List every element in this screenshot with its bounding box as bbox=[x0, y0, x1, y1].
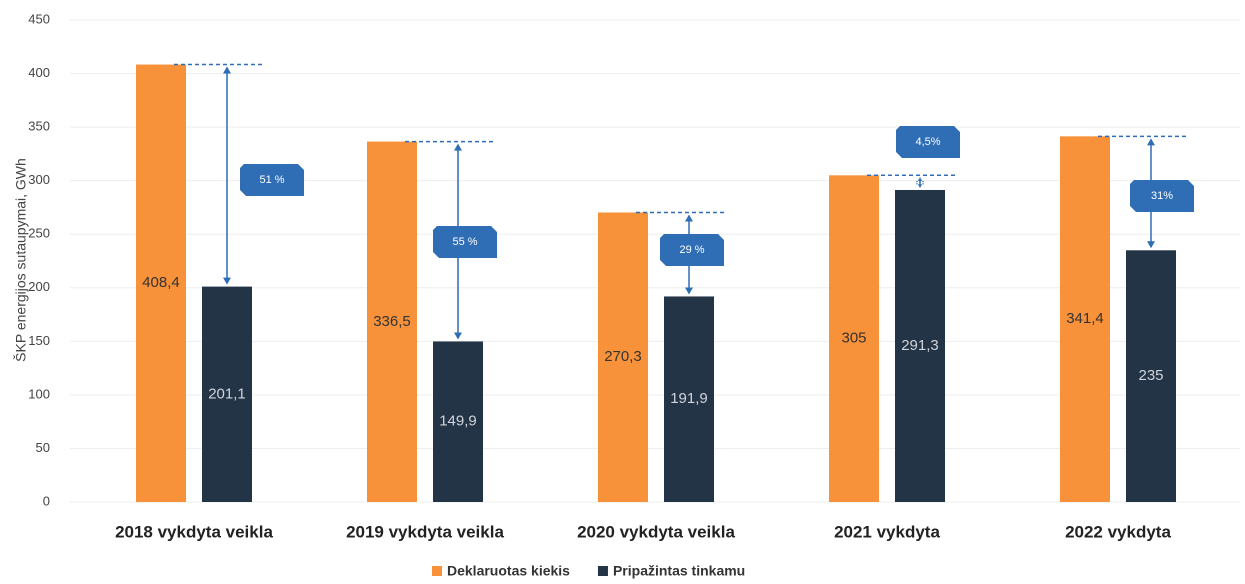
x-tick-label: 2018 vykdyta veikla bbox=[115, 522, 273, 541]
callout-box bbox=[240, 164, 304, 196]
y-tick-label: 50 bbox=[36, 440, 50, 455]
callout-box bbox=[896, 126, 960, 158]
value-label: 149,9 bbox=[439, 413, 477, 430]
bar bbox=[664, 296, 714, 502]
y-tick-label: 250 bbox=[28, 226, 50, 241]
callout-box bbox=[433, 226, 497, 258]
legend-label: Pripažintas tinkamu bbox=[613, 563, 745, 579]
bar bbox=[895, 189, 945, 502]
value-label: 408,4 bbox=[142, 274, 180, 291]
annotation: 55 % bbox=[452, 236, 477, 248]
legend-swatch bbox=[597, 566, 608, 576]
y-tick-label: 450 bbox=[28, 11, 50, 26]
bar bbox=[202, 286, 252, 502]
y-tick-label: 350 bbox=[28, 119, 50, 134]
annotation: 51 % bbox=[259, 174, 284, 186]
y-tick-label: 400 bbox=[28, 65, 50, 80]
value-label: 336,5 bbox=[373, 313, 411, 330]
y-tick-label: 200 bbox=[28, 279, 50, 294]
callout-box bbox=[1130, 180, 1194, 212]
value-label: 270,3 bbox=[604, 348, 642, 365]
value-label: 291,3 bbox=[901, 337, 939, 354]
value-label: 341,4 bbox=[1066, 310, 1104, 327]
bar bbox=[1126, 250, 1176, 502]
bar bbox=[829, 175, 879, 503]
value-label: 305 bbox=[841, 330, 866, 347]
bar bbox=[598, 212, 648, 502]
value-label: 191,9 bbox=[670, 390, 708, 407]
bar bbox=[1060, 136, 1110, 502]
y-tick-label: 100 bbox=[28, 386, 50, 401]
y-tick-label: 150 bbox=[28, 333, 50, 348]
bar bbox=[136, 64, 186, 502]
legend-swatch bbox=[432, 566, 442, 576]
annotation: 4,5% bbox=[915, 136, 940, 148]
arrow-head bbox=[916, 177, 924, 188]
legend-label: Deklaruotas kiekis bbox=[447, 563, 570, 579]
value-label: 201,1 bbox=[208, 385, 246, 402]
value-label: 235 bbox=[1138, 367, 1163, 384]
bar bbox=[367, 141, 417, 502]
y-tick-label: 300 bbox=[28, 172, 50, 187]
annotation: 29 % bbox=[679, 244, 704, 256]
x-tick-label: 2022 vykdyta bbox=[1065, 522, 1171, 541]
x-tick-label: 2019 vykdyta veikla bbox=[346, 522, 504, 541]
y-tick-label: 0 bbox=[43, 493, 50, 508]
bar bbox=[433, 341, 483, 502]
annotation: 31% bbox=[1151, 190, 1173, 202]
x-tick-label: 2020 vykdyta veikla bbox=[577, 522, 735, 541]
y-axis-label: ŠKP energijos sutaupymai, GWh bbox=[13, 158, 29, 362]
x-tick-label: 2021 vykdyta bbox=[834, 522, 940, 541]
callout-box bbox=[660, 234, 724, 266]
